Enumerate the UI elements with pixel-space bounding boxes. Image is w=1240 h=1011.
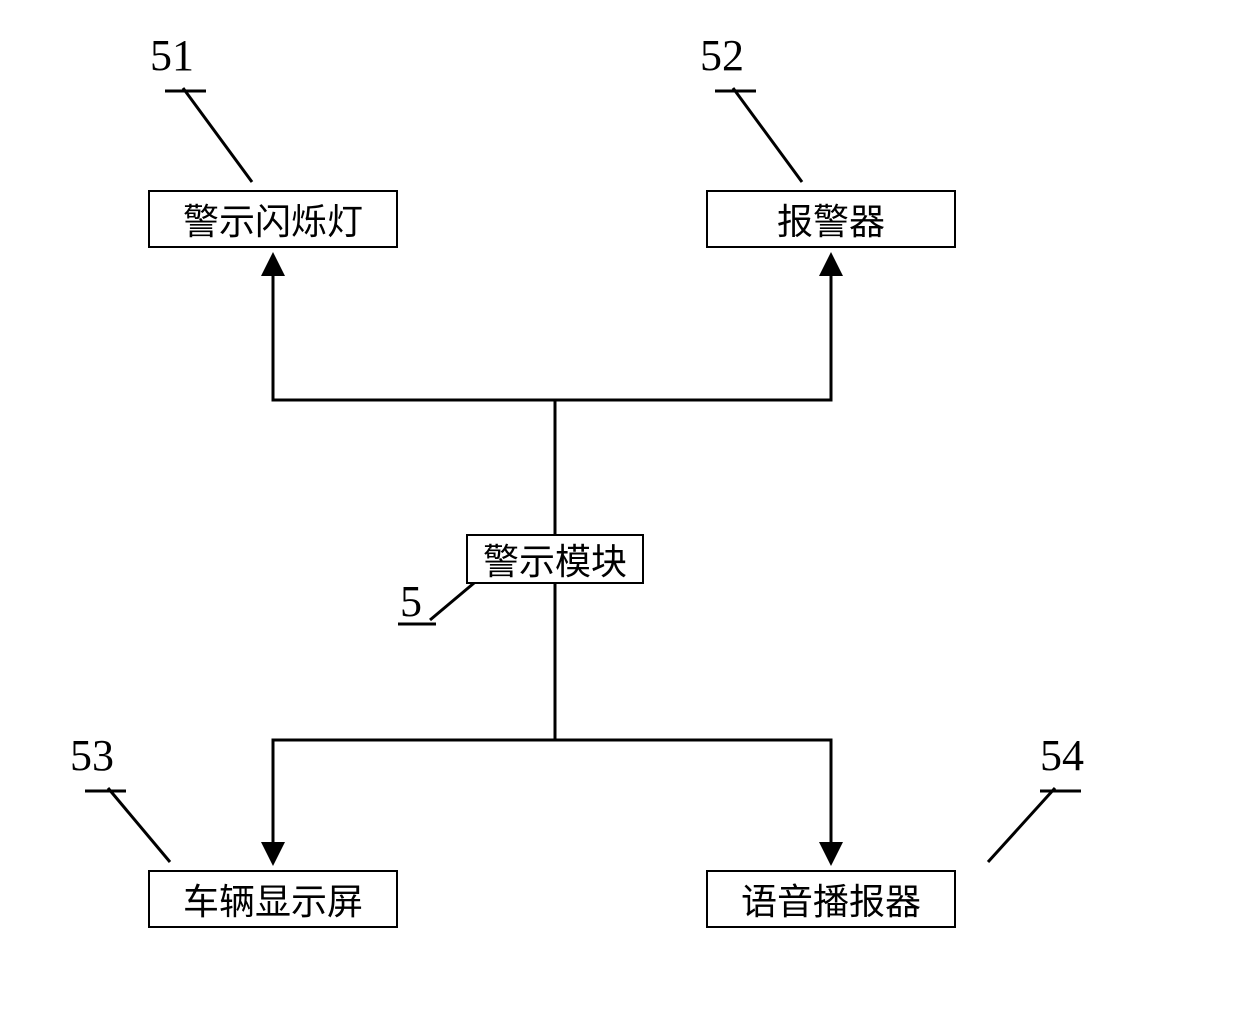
ref-label-53: 53 [70,730,114,781]
ref-label-text: 53 [70,731,114,780]
ref-label-51: 51 [150,30,194,81]
node-vehicle-display: 车辆显示屏 [148,870,398,928]
ref-label-text: 51 [150,31,194,80]
edges-layer [0,0,1240,1011]
ref-label-text: 5 [400,577,422,626]
node-label: 语音播报器 [741,873,921,925]
ref-label-5: 5 [400,576,422,627]
node-warning-flash-light: 警示闪烁灯 [148,190,398,248]
node-label: 报警器 [777,193,885,245]
node-warning-module: 警示模块 [466,534,644,584]
diagram-canvas: 警示闪烁灯 报警器 警示模块 车辆显示屏 语音播报器 51 52 5 53 54 [0,0,1240,1011]
node-alarm: 报警器 [706,190,956,248]
node-label: 警示模块 [483,533,627,585]
ref-label-text: 52 [700,31,744,80]
ref-label-52: 52 [700,30,744,81]
node-label: 警示闪烁灯 [183,193,363,245]
ref-label-54: 54 [1040,730,1084,781]
node-label: 车辆显示屏 [183,873,363,925]
node-voice-announcer: 语音播报器 [706,870,956,928]
ref-label-text: 54 [1040,731,1084,780]
